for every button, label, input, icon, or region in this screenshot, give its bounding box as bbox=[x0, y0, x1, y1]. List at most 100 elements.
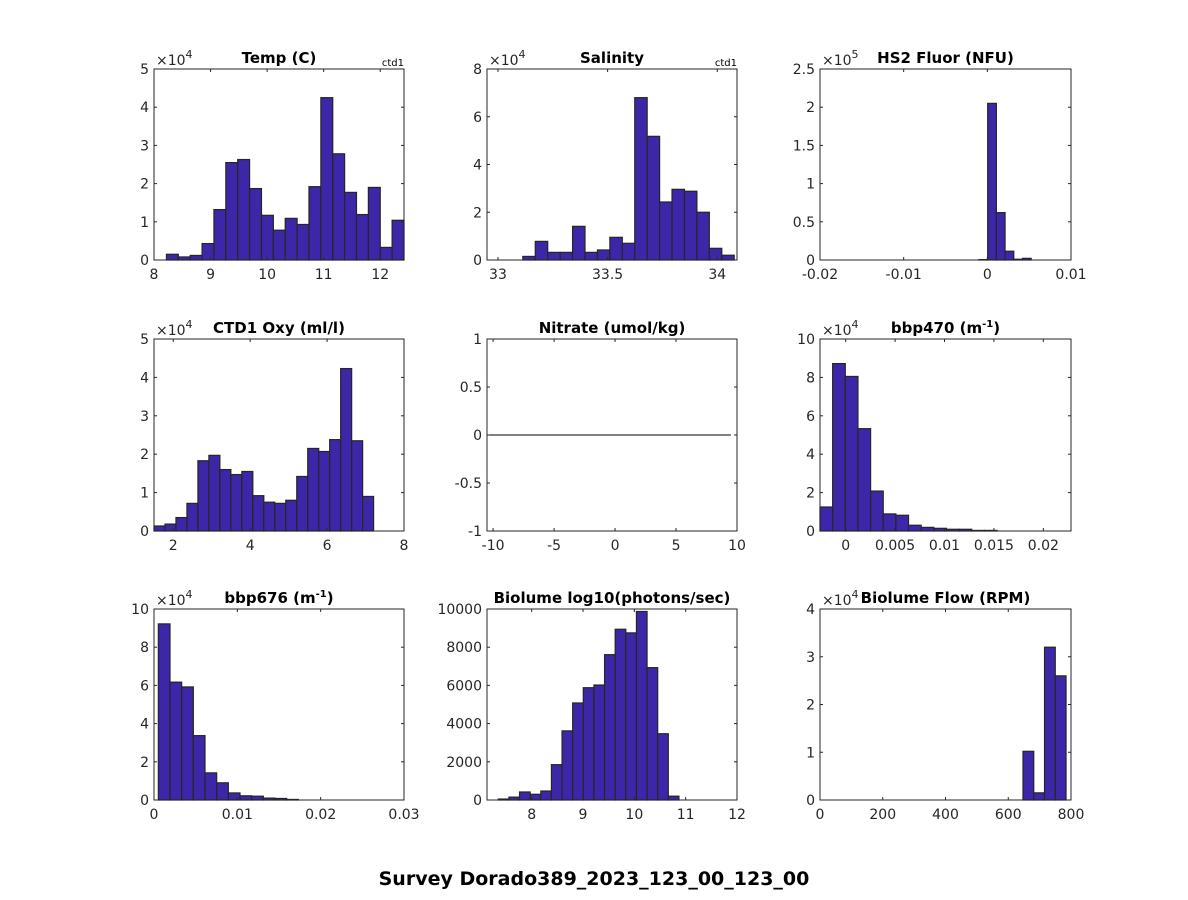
x-tick-label: 0.02 bbox=[1028, 538, 1059, 554]
histogram-bar bbox=[201, 242, 215, 261]
histogram-bar bbox=[559, 251, 574, 261]
y-tick-label: 10 bbox=[131, 602, 149, 618]
x-tick-label: 600 bbox=[995, 807, 1022, 823]
histogram-bar bbox=[857, 428, 872, 532]
x-tick-label: 0 bbox=[611, 538, 620, 554]
histogram-bar bbox=[175, 516, 188, 532]
y-tick-label: 4 bbox=[140, 717, 149, 733]
histogram-bar bbox=[351, 440, 364, 532]
histogram-bar bbox=[646, 135, 661, 261]
histogram-bar bbox=[181, 686, 194, 801]
y-exponent-label: ×104 bbox=[156, 48, 193, 69]
axes-box bbox=[819, 68, 1072, 261]
y-tick-label: 2 bbox=[806, 698, 815, 714]
histogram-bar bbox=[1004, 250, 1015, 261]
y-tick-label: 10 bbox=[797, 332, 815, 348]
subplot-5: -10 -5 0 5 10 -1 -0.5 0 0.5 1 Nitrate (umol/kg) bbox=[455, 319, 746, 554]
histogram-bar bbox=[227, 792, 241, 801]
y-tick-label: 0.5 bbox=[460, 380, 482, 396]
histogram-bar bbox=[296, 223, 310, 261]
histogram-bar bbox=[696, 211, 710, 261]
x-tick-label: 5 bbox=[672, 538, 681, 554]
histogram-bar bbox=[635, 610, 648, 801]
x-tick-label: -5 bbox=[547, 538, 561, 554]
y-tick-label: 4 bbox=[140, 100, 149, 116]
histogram-bar bbox=[230, 473, 243, 532]
x-tick-label: 0.02 bbox=[305, 807, 336, 823]
x-tick-label: 0 bbox=[983, 267, 992, 283]
corner-label: ctd1 bbox=[715, 58, 737, 69]
subplot-title: Biolume log10(photons/sec) bbox=[494, 589, 731, 607]
histogram-bar bbox=[593, 684, 606, 801]
subplot-title: Biolume Flow (RPM) bbox=[861, 589, 1031, 607]
y-tick-label: 3 bbox=[140, 409, 149, 425]
histogram-bar bbox=[379, 246, 393, 261]
y-tick-label: 4 bbox=[473, 158, 482, 174]
y-tick-label: 5 bbox=[140, 332, 149, 348]
x-tick-label: 33 bbox=[489, 267, 507, 283]
exponent-power: 4 bbox=[186, 588, 193, 601]
histogram-bar bbox=[186, 502, 199, 532]
x-tick-label: 0 bbox=[841, 538, 850, 554]
histogram-bar bbox=[582, 687, 595, 801]
subplot-title: bbp676 (m-1) bbox=[224, 589, 333, 607]
x-tick-label: 12 bbox=[728, 807, 746, 823]
y-tick-label: 8000 bbox=[446, 640, 482, 656]
y-tick-label: 0 bbox=[806, 793, 815, 809]
histogram-bar bbox=[522, 255, 536, 261]
x-tick-label: 11 bbox=[677, 807, 695, 823]
histogram-bar bbox=[683, 190, 698, 261]
x-tick-label: 33.5 bbox=[592, 267, 623, 283]
x-tick-label: 200 bbox=[869, 807, 896, 823]
x-tick-label: 10 bbox=[728, 538, 746, 554]
exponent-base: ×10 bbox=[822, 593, 852, 609]
y-tick-label: 8 bbox=[473, 62, 482, 78]
y-tick-label: 2 bbox=[473, 205, 482, 221]
x-tick-label: 8 bbox=[400, 538, 409, 554]
histogram-bar bbox=[920, 526, 935, 532]
x-tick-label: 400 bbox=[932, 807, 959, 823]
histogram-bar bbox=[987, 102, 997, 261]
y-tick-label: 6 bbox=[140, 678, 149, 694]
histogram-bar bbox=[995, 212, 1006, 261]
x-tick-label: 6 bbox=[323, 538, 332, 554]
x-tick-label: 0 bbox=[150, 807, 159, 823]
figure-title: Survey Dorado389_2023_123_00_123_00 bbox=[378, 868, 810, 890]
y-tick-label: 2 bbox=[806, 486, 815, 502]
x-tick-label: 34 bbox=[708, 267, 726, 283]
histogram-bar bbox=[571, 225, 586, 261]
y-tick-label: 1 bbox=[140, 486, 149, 502]
y-tick-label: 0 bbox=[806, 524, 815, 540]
histogram-bar bbox=[239, 795, 253, 801]
histogram-bar bbox=[204, 772, 218, 801]
x-tick-label: 11 bbox=[315, 267, 333, 283]
histogram-bar bbox=[540, 790, 553, 801]
y-tick-label: 10000 bbox=[437, 602, 482, 618]
histogram-bar bbox=[329, 439, 342, 532]
subplot-8: 8 9 10 11 12 0 2000 4000 6000 8000 10000 Biolume lo… bbox=[437, 589, 745, 823]
histogram-bar bbox=[284, 217, 298, 261]
histogram-bar bbox=[614, 628, 627, 801]
histogram-bar bbox=[362, 495, 375, 532]
exponent-power: 4 bbox=[852, 318, 859, 331]
x-tick-label: 0.03 bbox=[388, 807, 419, 823]
histogram-bar bbox=[189, 254, 203, 261]
x-tick-label: 12 bbox=[371, 267, 389, 283]
axes-box bbox=[153, 338, 405, 532]
subplot-title: CTD1 Oxy (ml/l) bbox=[213, 319, 345, 337]
histogram-bar bbox=[609, 236, 623, 261]
histogram-bar bbox=[657, 733, 669, 801]
histogram-bar bbox=[882, 513, 897, 532]
histogram-bar bbox=[1043, 646, 1056, 801]
histogram-bar bbox=[260, 214, 274, 261]
histogram-bar bbox=[550, 764, 563, 801]
histogram-bar bbox=[819, 506, 834, 532]
y-tick-label: 0 bbox=[140, 524, 149, 540]
y-tick-label: 1 bbox=[806, 745, 815, 761]
histogram-bar bbox=[1033, 792, 1046, 801]
histogram-bar bbox=[165, 253, 179, 261]
